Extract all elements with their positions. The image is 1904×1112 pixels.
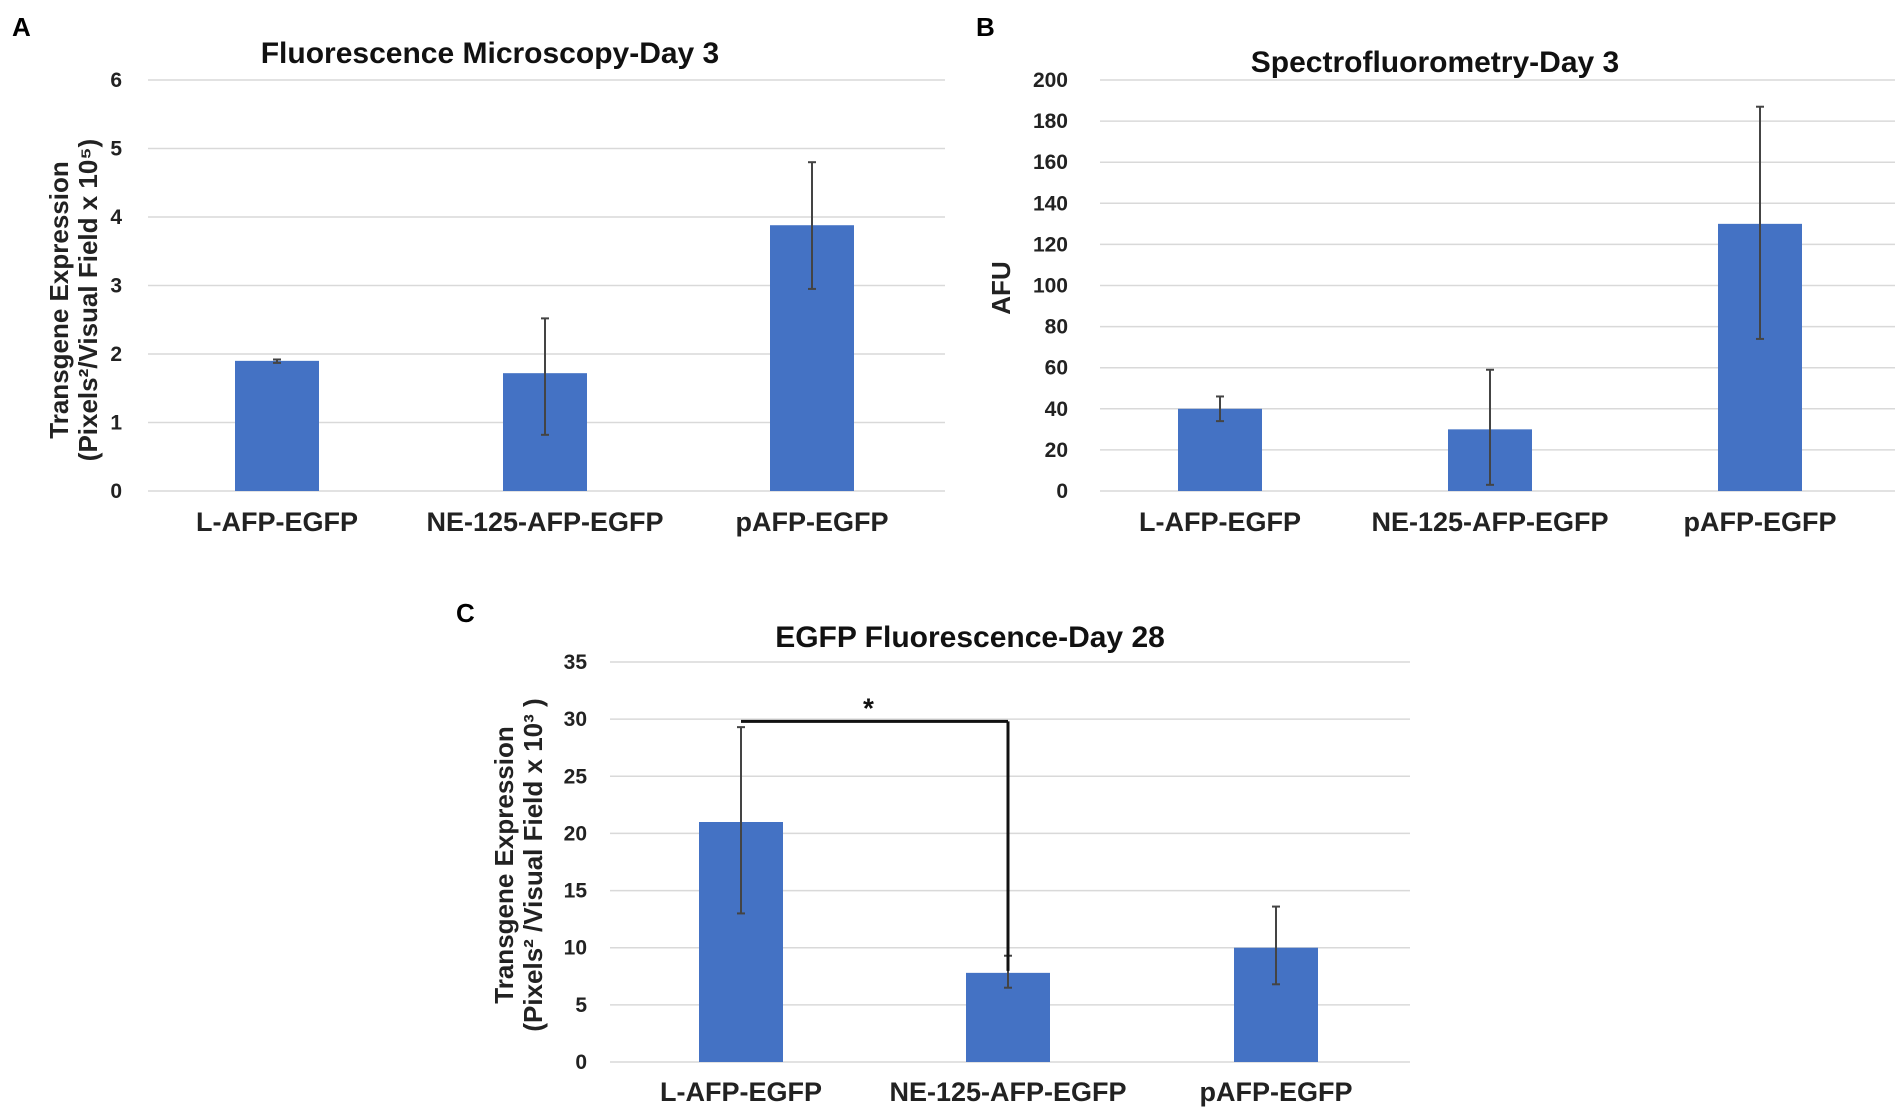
chart-c-error-bars bbox=[737, 726, 1280, 989]
chart-a-ylabel: Transgene Expression (Pixels²/Visual Fie… bbox=[44, 139, 103, 461]
panel-letter-b: B bbox=[976, 12, 995, 42]
error-bar bbox=[1756, 105, 1764, 340]
chart-a-ylabel-line1: Transgene Expression bbox=[44, 161, 74, 438]
chart-b-title: Spectrofluorometry-Day 3 bbox=[1251, 46, 1619, 79]
y-tick-label: 4 bbox=[110, 206, 122, 229]
chart-c-ylabel: Transgene Expression (Pixels² /Visual Fi… bbox=[489, 698, 548, 1031]
chart-c-ylabel-line2: (Pixels² /Visual Field x 10³ ) bbox=[518, 698, 548, 1031]
y-tick-label: 20 bbox=[564, 822, 587, 845]
panel-letter-a: A bbox=[12, 12, 31, 42]
chart-b-y-ticks: 0 20 40 60 80 100 120 140 160 180 200 bbox=[1033, 69, 1068, 503]
category-label: NE-125-AFP-EGFP bbox=[1371, 507, 1608, 537]
category-label: pAFP-EGFP bbox=[1200, 1077, 1353, 1107]
y-tick-label: 15 bbox=[564, 880, 588, 903]
y-tick-label: 0 bbox=[1056, 480, 1068, 503]
chart-c-ylabel-line1: Transgene Expression bbox=[489, 726, 519, 1003]
error-bar bbox=[541, 317, 549, 436]
chart-panel-c: EGFP Fluorescence-Day 28 05101520253035 … bbox=[489, 621, 1410, 1107]
chart-c-title: EGFP Fluorescence-Day 28 bbox=[775, 621, 1165, 654]
y-tick-label: 100 bbox=[1033, 275, 1068, 298]
error-bar bbox=[1272, 905, 1280, 986]
y-tick-label: 140 bbox=[1033, 192, 1068, 215]
error-bar bbox=[1486, 368, 1494, 486]
category-label: pAFP-EGFP bbox=[1684, 507, 1837, 537]
y-tick-label: 5 bbox=[110, 138, 122, 161]
error-bar bbox=[273, 358, 281, 364]
y-tick-label: 25 bbox=[564, 765, 588, 788]
chart-panel-a: Fluorescence Microscopy-Day 3 0 1 2 3 4 5 6 L-… bbox=[44, 37, 945, 537]
chart-panel-b: Spectrofluorometry-Day 3 0 20 40 60 80 100 120… bbox=[986, 46, 1895, 537]
significance-star: * bbox=[863, 692, 874, 723]
y-tick-label: 40 bbox=[1045, 398, 1068, 421]
chart-a-y-ticks: 0 1 2 3 4 5 6 bbox=[110, 69, 122, 503]
bar bbox=[235, 360, 319, 491]
error-bar bbox=[737, 726, 745, 915]
y-tick-label: 160 bbox=[1033, 151, 1068, 174]
category-label: pAFP-EGFP bbox=[736, 507, 889, 537]
chart-a-title: Fluorescence Microscopy-Day 3 bbox=[261, 37, 720, 70]
y-tick-label: 0 bbox=[575, 1051, 587, 1074]
y-tick-label: 6 bbox=[110, 69, 122, 92]
y-tick-label: 60 bbox=[1045, 357, 1068, 380]
y-tick-label: 20 bbox=[1045, 439, 1068, 462]
y-tick-label: 3 bbox=[110, 275, 122, 298]
y-tick-label: 30 bbox=[564, 708, 587, 731]
chart-b-ylabel-text: AFU bbox=[986, 261, 1016, 314]
y-tick-label: 120 bbox=[1033, 233, 1068, 256]
chart-c-significance: * bbox=[741, 692, 1010, 971]
error-bar bbox=[1216, 395, 1224, 423]
y-tick-label: 1 bbox=[110, 412, 122, 435]
y-tick-label: 35 bbox=[564, 651, 588, 674]
panel-letter-c: C bbox=[456, 598, 475, 628]
error-bar bbox=[808, 161, 816, 290]
chart-c-categories: L-AFP-EGFP NE-125-AFP-EGFP pAFP-EGFP bbox=[660, 1077, 1353, 1107]
chart-a-ylabel-line2: (Pixels²/Visual Field x 10⁵) bbox=[73, 139, 103, 461]
chart-c-y-ticks: 0 5 10 15 20 25 30 35 bbox=[564, 651, 588, 1074]
y-tick-label: 10 bbox=[564, 937, 587, 960]
y-tick-label: 2 bbox=[110, 343, 122, 366]
category-label: L-AFP-EGFP bbox=[196, 507, 358, 537]
y-tick-label: 80 bbox=[1045, 316, 1068, 339]
y-tick-label: 5 bbox=[575, 994, 587, 1017]
chart-a-error-bars bbox=[273, 161, 816, 436]
y-tick-label: 200 bbox=[1033, 69, 1068, 92]
category-label: L-AFP-EGFP bbox=[660, 1077, 822, 1107]
y-tick-label: 0 bbox=[110, 480, 122, 503]
chart-b-ylabel: AFU bbox=[986, 261, 1016, 314]
category-label: L-AFP-EGFP bbox=[1139, 507, 1301, 537]
bar bbox=[1178, 408, 1262, 491]
chart-b-categories: L-AFP-EGFP NE-125-AFP-EGFP pAFP-EGFP bbox=[1139, 507, 1837, 537]
chart-b-error-bars bbox=[1216, 105, 1764, 486]
y-tick-label: 180 bbox=[1033, 110, 1068, 133]
category-label: NE-125-AFP-EGFP bbox=[889, 1077, 1126, 1107]
category-label: NE-125-AFP-EGFP bbox=[426, 507, 663, 537]
chart-a-categories: L-AFP-EGFP NE-125-AFP-EGFP pAFP-EGFP bbox=[196, 507, 889, 537]
